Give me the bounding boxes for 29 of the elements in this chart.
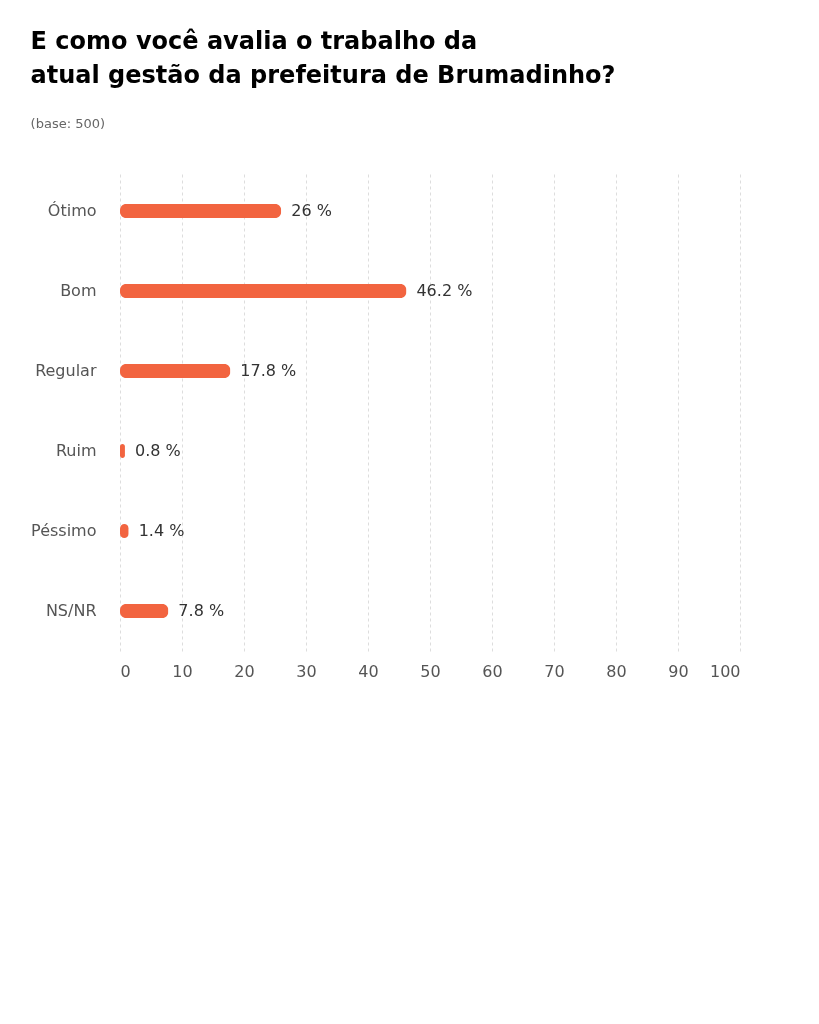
y-tick-label: Ótimo — [47, 201, 97, 220]
y-tick-label: NS/NR — [45, 601, 97, 620]
x-tick-label: 70 — [544, 661, 565, 681]
y-tick-label: Bom — [60, 281, 97, 300]
y-tick-label: Ruim — [55, 441, 97, 460]
y-tick-label: Péssimo — [31, 521, 97, 540]
data-label: 7.8 % — [178, 601, 225, 620]
bar — [120, 204, 282, 218]
data-label: 1.4 % — [138, 521, 185, 540]
x-tick-label: 20 — [234, 661, 255, 681]
x-tick-label: 0 — [120, 661, 131, 681]
x-tick-label: 40 — [358, 661, 379, 681]
bar — [120, 284, 407, 298]
chart-subtitle: (base: 500) — [30, 116, 106, 131]
x-tick-label: 50 — [420, 661, 441, 681]
data-label: 46.2 % — [416, 281, 473, 300]
data-label: 0.8 % — [134, 441, 181, 460]
x-tick-label: 90 — [668, 661, 689, 681]
x-tick-label: 100 — [709, 661, 741, 681]
data-label: 26 % — [291, 201, 332, 220]
bar — [120, 364, 231, 378]
x-tick-label: 10 — [172, 661, 193, 681]
chart-title: E como você avalia o trabalho da atual gestão da prefeitura de Brumadinho? — [30, 27, 616, 89]
bar — [120, 604, 169, 618]
x-tick-label: 60 — [482, 661, 503, 681]
data-label: 17.8 % — [240, 361, 297, 380]
x-tick-label: 30 — [296, 661, 317, 681]
x-tick-label: 80 — [606, 661, 627, 681]
y-tick-label: Regular — [35, 361, 97, 380]
